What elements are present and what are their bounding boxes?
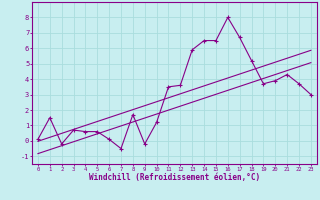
X-axis label: Windchill (Refroidissement éolien,°C): Windchill (Refroidissement éolien,°C) [89, 173, 260, 182]
